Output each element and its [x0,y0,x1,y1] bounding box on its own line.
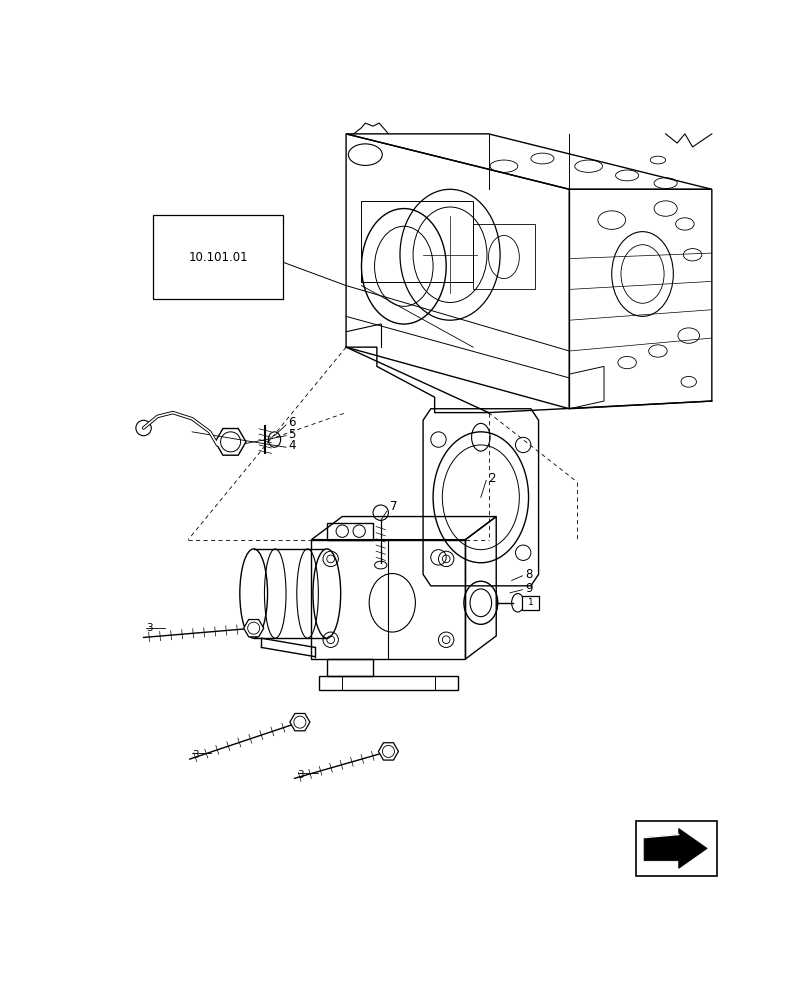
Text: 6: 6 [288,416,295,429]
Text: 5: 5 [288,428,295,441]
FancyBboxPatch shape [521,596,539,610]
Text: 3: 3 [192,750,199,760]
Text: 10.101.01: 10.101.01 [188,251,247,264]
Polygon shape [215,429,246,455]
Text: 7: 7 [389,500,397,513]
Text: 3: 3 [146,623,152,633]
Text: 8: 8 [525,568,532,581]
Text: 2: 2 [488,472,496,485]
Ellipse shape [239,549,267,638]
Polygon shape [378,743,398,760]
Text: 1: 1 [527,598,533,607]
Bar [636,821,716,876]
Polygon shape [643,828,706,868]
Text: 9: 9 [525,582,532,595]
Text: 3: 3 [297,770,304,780]
Polygon shape [243,620,264,637]
Polygon shape [290,713,310,731]
Ellipse shape [312,549,341,638]
Text: 4: 4 [288,439,295,452]
